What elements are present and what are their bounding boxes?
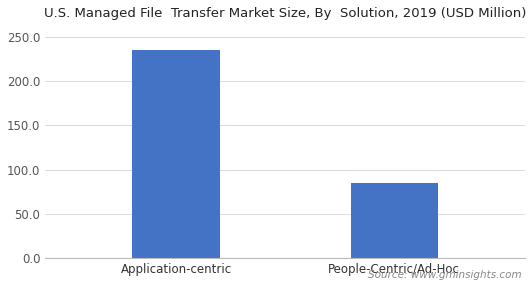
Text: Source: www.gminsights.com: Source: www.gminsights.com [368, 270, 521, 280]
Title: U.S. Managed File  Transfer Market Size, By  Solution, 2019 (USD Million): U.S. Managed File Transfer Market Size, … [44, 7, 526, 20]
Bar [351, 183, 438, 258]
Bar [132, 50, 220, 258]
